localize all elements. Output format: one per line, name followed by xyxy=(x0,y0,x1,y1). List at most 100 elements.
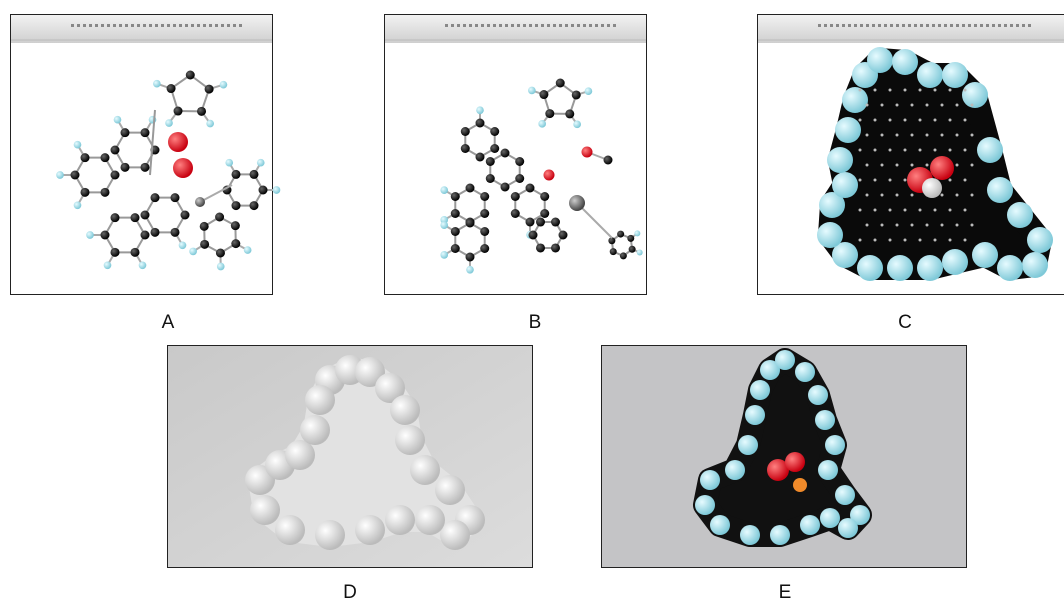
carbon-atom xyxy=(486,174,495,183)
toolbar-icon xyxy=(191,24,194,27)
hydrogen-atom xyxy=(987,177,1013,203)
highlight xyxy=(956,194,959,197)
carbon-atom xyxy=(259,186,268,195)
hydrogen-atom xyxy=(838,518,858,538)
hydrogen-atom xyxy=(390,395,420,425)
highlight xyxy=(964,149,967,152)
highlight xyxy=(859,119,862,122)
highlight xyxy=(926,164,929,167)
carbon-atom xyxy=(466,219,475,228)
carbon-atom xyxy=(181,211,190,220)
toolbar-icon xyxy=(950,24,953,27)
toolbar-icon xyxy=(914,24,917,27)
hydrogen-atom xyxy=(528,87,536,95)
toolbar-icon xyxy=(926,24,929,27)
toolbar-icon xyxy=(601,24,604,27)
highlight xyxy=(934,239,937,242)
hydrogen-atom xyxy=(832,172,858,198)
highlight xyxy=(911,104,914,107)
highlight xyxy=(896,134,899,137)
highlight xyxy=(881,194,884,197)
toolbar-icon xyxy=(992,24,995,27)
toolbar-icon xyxy=(980,24,983,27)
hydrogen-atom xyxy=(285,440,315,470)
highlight xyxy=(859,239,862,242)
hydrogen-atom xyxy=(476,106,484,114)
highlight xyxy=(874,179,877,182)
carbon-atom xyxy=(131,213,140,222)
phosphorus-atom xyxy=(793,478,807,492)
toolbar-icon xyxy=(451,24,454,27)
highlight xyxy=(911,134,914,137)
carbon-atom xyxy=(540,192,549,201)
highlight xyxy=(919,149,922,152)
carbon-atom xyxy=(536,218,545,227)
carbon-atom xyxy=(131,248,140,257)
hydrogen-atom xyxy=(415,505,445,535)
highlight xyxy=(964,119,967,122)
highlight xyxy=(904,239,907,242)
hydrogen-atom xyxy=(827,147,853,173)
toolbar-icon xyxy=(613,24,616,27)
carbon-atom xyxy=(604,156,613,165)
hydrogen-atom xyxy=(942,62,968,88)
hydrogen-atom xyxy=(440,520,470,550)
carbon-atom xyxy=(141,128,150,137)
highlight xyxy=(866,224,869,227)
toolbar-icon xyxy=(902,24,905,27)
carbon-atom xyxy=(610,248,617,255)
hydrogen-atom xyxy=(977,137,1003,163)
carbon-atom xyxy=(451,244,460,253)
carbon-atom xyxy=(466,184,475,193)
hydrogen-atom xyxy=(817,222,843,248)
carbon-atom xyxy=(111,248,120,257)
toolbar-icon xyxy=(505,24,508,27)
highlight xyxy=(964,239,967,242)
toolbar-icon xyxy=(607,24,610,27)
hydrogen-atom xyxy=(725,460,745,480)
toolbar-icon xyxy=(131,24,134,27)
toolbar-icon xyxy=(1010,24,1013,27)
hydrogen-atom xyxy=(179,241,187,249)
hydrogen-atom xyxy=(573,120,581,128)
carbon-atom xyxy=(141,163,150,172)
toolbar-icon xyxy=(998,24,1001,27)
carbon-atom xyxy=(101,231,110,240)
highlight xyxy=(926,224,929,227)
highlight xyxy=(889,119,892,122)
carbon-atom xyxy=(511,192,520,201)
hydrogen-atom xyxy=(795,362,815,382)
hydrogen-atom xyxy=(410,455,440,485)
carbon-atom xyxy=(572,90,581,99)
highlight xyxy=(971,164,974,167)
highlight xyxy=(911,164,914,167)
highlight xyxy=(904,119,907,122)
hydrogen-atom xyxy=(257,159,265,167)
carbon-atom xyxy=(197,107,206,116)
highlight xyxy=(889,149,892,152)
toolbar-icon xyxy=(884,24,887,27)
toolbar-icon xyxy=(824,24,827,27)
carbon-atom xyxy=(461,127,470,136)
hydrogen-atom xyxy=(972,242,998,268)
carbon-atom xyxy=(608,237,615,244)
hydrogen-atom xyxy=(114,116,122,124)
hydrogen-atom xyxy=(74,141,82,149)
highlight xyxy=(934,209,937,212)
carbon-atom xyxy=(205,85,214,94)
oxygen-atom xyxy=(544,170,555,181)
hydrogen-atom xyxy=(835,485,855,505)
highlight xyxy=(896,164,899,167)
highlight xyxy=(889,89,892,92)
toolbar-icon xyxy=(968,24,971,27)
carbon-atom xyxy=(515,174,524,183)
carbon-atom xyxy=(540,209,549,218)
hydrogen-atom xyxy=(225,159,233,167)
highlight xyxy=(904,209,907,212)
highlight xyxy=(881,134,884,137)
toolbar-icon xyxy=(463,24,466,27)
hydrogen-atom xyxy=(815,410,835,430)
highlight xyxy=(949,179,952,182)
carbon-atom xyxy=(171,228,180,237)
highlight xyxy=(934,89,937,92)
